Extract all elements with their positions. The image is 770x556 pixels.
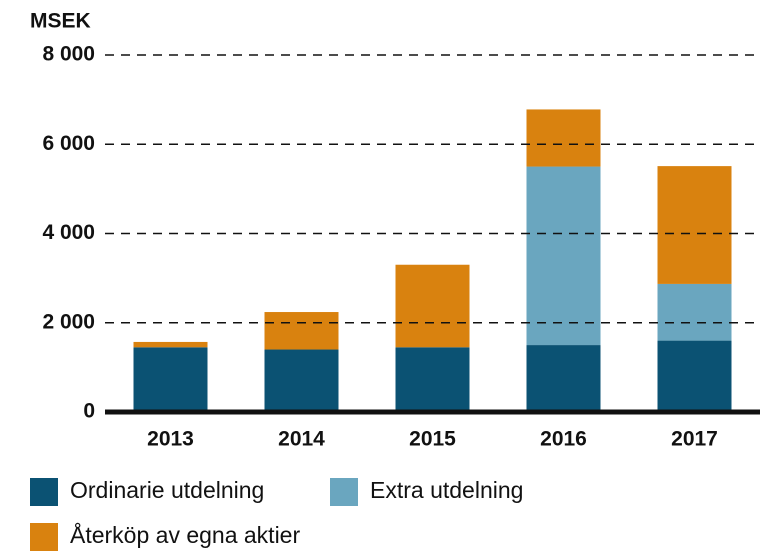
bar-segment [657,166,732,284]
bar-segment [526,109,601,167]
y-axis-label: MSEK [30,10,91,33]
y-tick-label: 0 [83,400,95,423]
legend-swatch [330,478,358,506]
bar-segment [264,349,339,412]
legend-label: Återköp av egna aktier [70,521,300,548]
x-tick-label: 2017 [671,428,718,451]
bar-segment [133,347,208,412]
bar-segment [657,340,732,412]
bar-segment [657,283,732,341]
legend-swatch [30,478,58,506]
y-tick-label: 8 000 [42,43,95,66]
x-tick-label: 2016 [540,428,587,451]
bar-segment [526,345,601,412]
legend-label: Extra utdelning [370,477,523,503]
x-tick-label: 2013 [147,428,194,451]
legend-label: Ordinarie utdelning [70,477,264,503]
y-tick-label: 2 000 [42,310,95,333]
x-tick-label: 2015 [409,428,456,451]
bar-segment [395,264,470,348]
bar-segment [133,341,208,348]
bar-segment [395,347,470,412]
bar-segment [526,166,601,346]
x-tick-label: 2014 [278,428,325,451]
legend-swatch [30,523,58,551]
bar-segment [264,312,339,350]
y-tick-label: 4 000 [42,221,95,244]
y-tick-label: 6 000 [42,132,95,155]
